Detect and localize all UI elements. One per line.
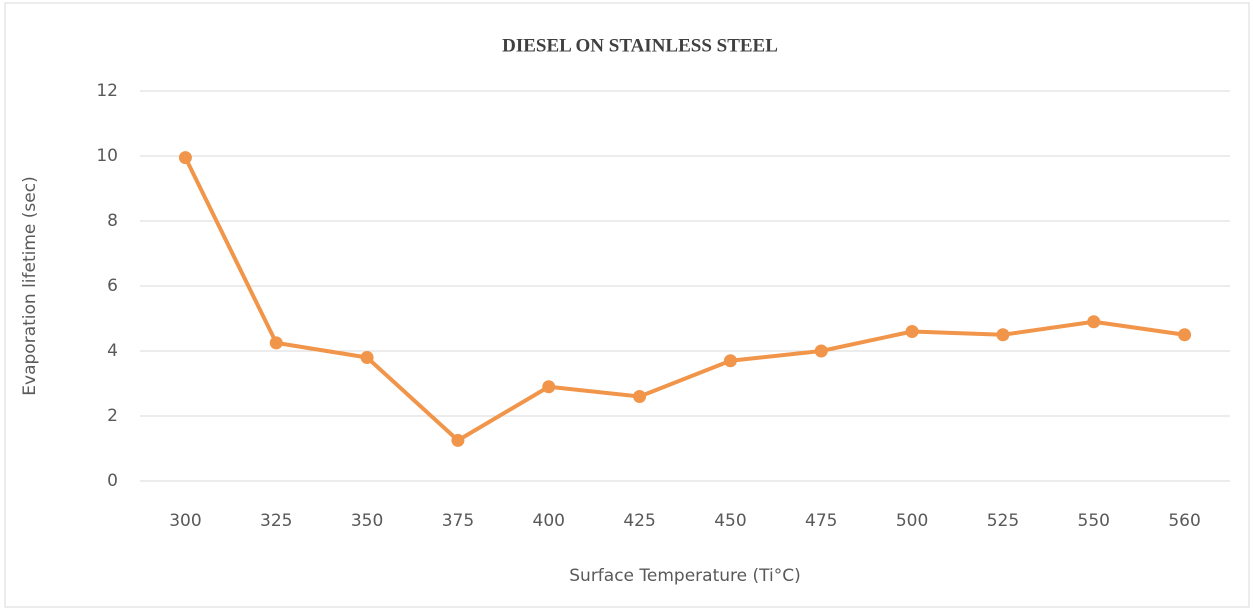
y-tick-label: 0 <box>107 471 118 491</box>
data-point <box>1087 315 1101 329</box>
series-line <box>183 156 1185 443</box>
y-tick-label: 4 <box>107 341 118 361</box>
x-tick-label: 475 <box>805 511 837 531</box>
data-point <box>451 433 465 447</box>
data-point <box>723 354 737 368</box>
x-tick-label: 300 <box>169 511 201 531</box>
data-point <box>360 351 374 364</box>
data-point <box>178 151 192 165</box>
x-tick-label: 525 <box>987 511 1019 531</box>
x-tick-label: 375 <box>442 511 474 531</box>
x-tick-label: 550 <box>1078 511 1110 531</box>
data-point <box>269 336 283 350</box>
data-point <box>905 325 919 338</box>
x-tick-label: 450 <box>714 511 746 531</box>
data-point <box>633 390 647 403</box>
x-tick-label: 400 <box>533 511 565 531</box>
y-axis-label: Evaporation lifetime (sec) <box>20 176 40 395</box>
chart-border <box>4 2 1250 608</box>
data-point <box>542 380 556 394</box>
data-point <box>996 328 1010 342</box>
x-tick-label: 560 <box>1168 511 1200 531</box>
y-tick-label: 12 <box>96 81 118 101</box>
y-tick-label: 6 <box>107 276 118 296</box>
x-axis-label: Surface Temperature (Ti°C) <box>569 566 800 586</box>
x-tick-label: 325 <box>260 511 292 531</box>
y-tick-label: 2 <box>107 406 118 426</box>
data-point <box>814 344 828 358</box>
y-tick-label: 8 <box>107 211 118 231</box>
x-tick-label: 500 <box>896 511 928 531</box>
x-tick-label: 350 <box>351 511 383 531</box>
data-point <box>1178 328 1192 342</box>
x-tick-label: 425 <box>623 511 655 531</box>
y-tick-label: 10 <box>96 146 118 166</box>
chart-title: DIESEL ON STAINLESS STEEL <box>502 35 778 56</box>
